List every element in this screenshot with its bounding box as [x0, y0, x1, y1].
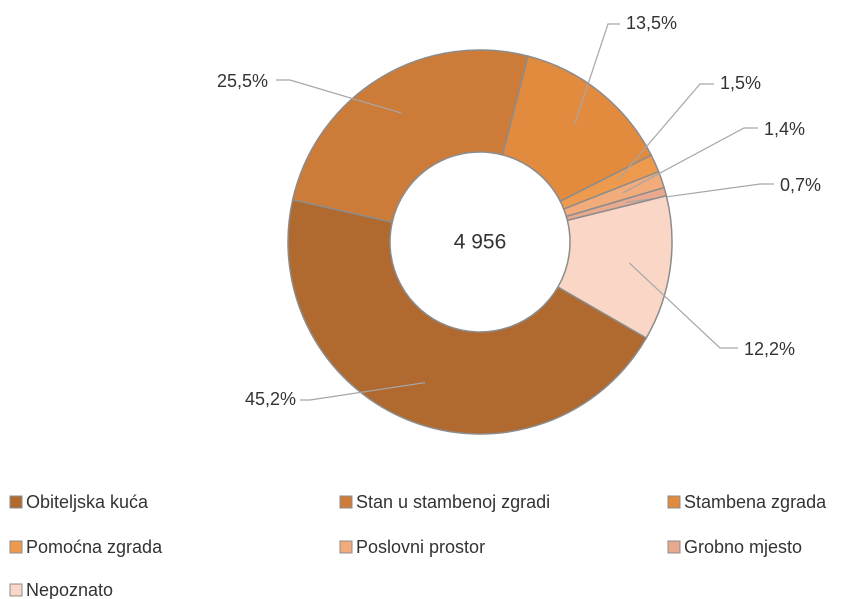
legend-swatch — [9, 583, 23, 597]
legend-label: Stan u stambenoj zgradi — [356, 492, 550, 512]
legend-label: Poslovni prostor — [356, 537, 485, 557]
legend-label: Pomoćna zgrada — [26, 537, 163, 557]
leader-line — [629, 262, 738, 349]
leader-line — [617, 83, 714, 181]
donut-slice — [291, 49, 530, 224]
legend-label: Stambena zgrada — [684, 492, 827, 512]
leader-line — [622, 127, 758, 194]
legend-swatch — [9, 540, 23, 554]
legend-swatch — [339, 495, 353, 509]
data-label: 0,7% — [780, 175, 821, 195]
legend-swatch — [9, 495, 23, 509]
legend-swatch — [339, 540, 353, 554]
donut-slice — [556, 194, 673, 340]
data-label: 1,4% — [764, 119, 805, 139]
legend-label: Obiteljska kuća — [26, 492, 149, 512]
legend-swatch — [667, 540, 681, 554]
data-label: 1,5% — [720, 73, 761, 93]
data-label: 13,5% — [626, 13, 677, 33]
legend-label: Grobno mjesto — [684, 537, 802, 557]
leader-line — [276, 79, 402, 114]
data-label: 12,2% — [744, 339, 795, 359]
data-label: 45,2% — [245, 389, 296, 409]
center-label: 4 956 — [454, 231, 507, 254]
data-label: 25,5% — [217, 71, 268, 91]
leader-line — [625, 183, 774, 204]
leader-line — [300, 382, 426, 401]
donut-slice — [501, 55, 653, 203]
legend-swatch — [667, 495, 681, 509]
leader-line — [574, 23, 620, 125]
donut-slice — [287, 198, 648, 435]
legend-label: Nepoznato — [26, 580, 113, 599]
